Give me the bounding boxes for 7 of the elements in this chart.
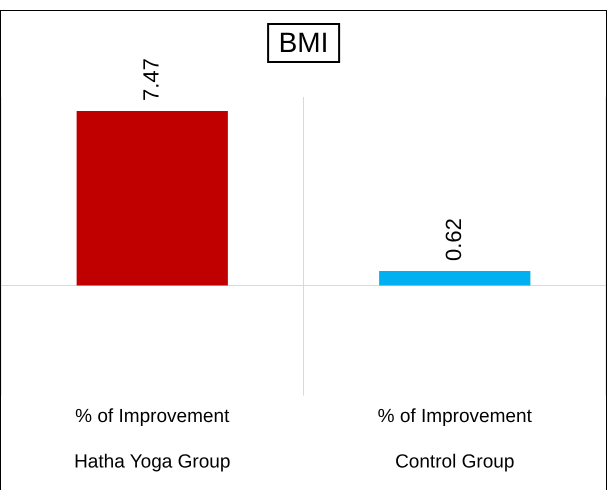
data-label: 7.47: [138, 58, 164, 101]
x-tick-label: Hatha Yoga Group: [74, 452, 230, 473]
text: % of Improvement: [378, 406, 532, 428]
chart-title: BMI: [266, 23, 340, 63]
data-label: 0.62: [440, 218, 466, 262]
text: % of Improvement: [75, 406, 230, 428]
x-tick-label: Control Group: [395, 452, 514, 473]
